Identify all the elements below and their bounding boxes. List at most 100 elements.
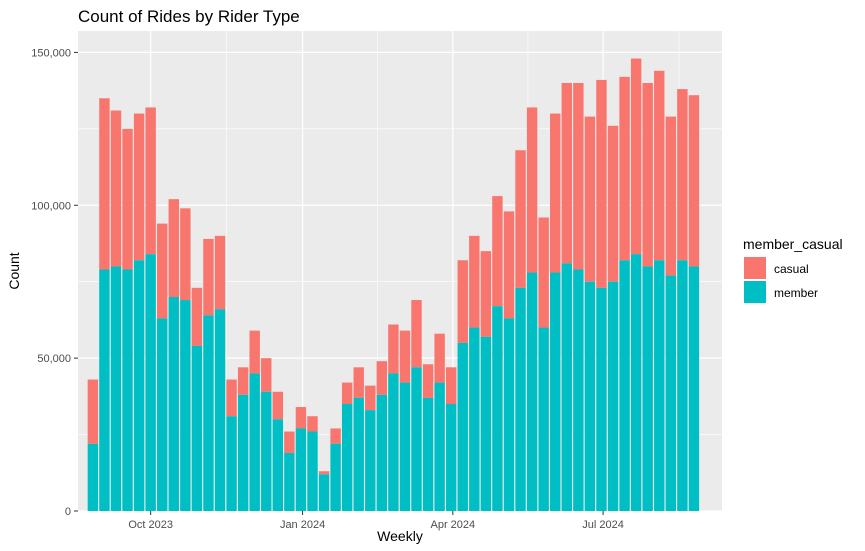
bar-member bbox=[330, 443, 341, 511]
y-tick-label: 50,000 bbox=[37, 353, 71, 365]
bar-member bbox=[145, 254, 156, 512]
bar-member bbox=[642, 266, 653, 511]
bar-casual bbox=[388, 324, 399, 374]
bar-casual bbox=[180, 208, 191, 301]
bar-casual bbox=[654, 70, 665, 261]
x-tick-label: Jul 2024 bbox=[582, 519, 624, 531]
bar-member bbox=[399, 382, 411, 511]
bar-casual bbox=[330, 428, 341, 444]
bar-casual bbox=[376, 361, 388, 395]
bar-member bbox=[607, 281, 619, 511]
bar-casual bbox=[110, 110, 122, 267]
bar-member bbox=[434, 382, 445, 511]
bar-casual bbox=[503, 211, 515, 319]
bar-member bbox=[584, 281, 596, 511]
bar-casual bbox=[434, 333, 445, 383]
bar-casual bbox=[87, 379, 99, 444]
bar-member bbox=[688, 266, 700, 511]
bar-casual bbox=[584, 116, 596, 282]
bar-casual bbox=[341, 382, 353, 404]
bar-casual bbox=[214, 235, 226, 310]
bar-member bbox=[261, 391, 272, 511]
bar-casual bbox=[526, 107, 538, 273]
y-tick-label: 100,000 bbox=[31, 200, 71, 212]
bar-member bbox=[168, 296, 179, 511]
bar-casual bbox=[515, 150, 526, 288]
bar-casual bbox=[237, 367, 249, 395]
bar-member bbox=[110, 266, 122, 511]
bar-casual bbox=[445, 367, 457, 404]
bar-member bbox=[480, 336, 492, 511]
bar-casual bbox=[249, 330, 260, 374]
legend-key-casual bbox=[744, 257, 766, 279]
y-tick-label: 150,000 bbox=[31, 47, 71, 59]
y-axis: 0 50,000 100,000 150,000 bbox=[31, 47, 78, 518]
bar-casual bbox=[307, 416, 318, 432]
bar-casual bbox=[191, 287, 203, 346]
bar-member bbox=[596, 287, 607, 511]
bar-member bbox=[99, 269, 110, 511]
bar-casual bbox=[538, 217, 549, 328]
legend-label-member: member bbox=[774, 286, 818, 300]
bar-casual bbox=[596, 79, 607, 288]
y-tick-label: 0 bbox=[65, 506, 71, 518]
bar-member bbox=[226, 416, 237, 511]
bar-casual bbox=[665, 116, 677, 276]
bar-member bbox=[284, 452, 295, 511]
bar-casual bbox=[619, 76, 630, 261]
bar-casual bbox=[573, 82, 584, 270]
bar-member bbox=[503, 318, 515, 511]
bar-casual bbox=[480, 251, 492, 337]
bar-member bbox=[561, 263, 572, 511]
bars bbox=[87, 58, 700, 512]
bar-casual bbox=[226, 379, 237, 417]
bar-casual bbox=[99, 98, 110, 270]
bar-member bbox=[365, 410, 376, 511]
bar-member bbox=[272, 419, 284, 511]
bar-member bbox=[492, 306, 503, 511]
x-tick-label: Oct 2023 bbox=[128, 519, 173, 531]
bar-member bbox=[469, 327, 480, 511]
bar-member bbox=[133, 260, 145, 511]
bar-casual bbox=[422, 364, 434, 398]
bar-casual bbox=[157, 223, 168, 319]
bar-member bbox=[630, 254, 642, 512]
bar-casual bbox=[284, 431, 295, 453]
bar-member bbox=[353, 397, 364, 511]
y-axis-title: Count bbox=[6, 252, 22, 289]
bar-member bbox=[526, 272, 538, 511]
bar-casual bbox=[295, 407, 307, 429]
bar-casual bbox=[399, 330, 411, 383]
bar-casual bbox=[677, 89, 688, 261]
bar-casual bbox=[203, 238, 214, 316]
legend: member_casual casual member bbox=[743, 236, 843, 303]
bar-casual bbox=[261, 358, 272, 392]
bar-casual bbox=[688, 95, 700, 267]
bar-casual bbox=[642, 82, 653, 267]
bar-casual bbox=[318, 471, 330, 475]
bar-member bbox=[677, 260, 688, 511]
bar-casual bbox=[469, 235, 480, 328]
x-axis-title: Weekly bbox=[377, 528, 423, 544]
bar-casual bbox=[168, 199, 179, 297]
bar-member bbox=[422, 397, 434, 511]
bar-member bbox=[180, 300, 191, 511]
bar-member bbox=[411, 367, 422, 511]
bar-member bbox=[157, 318, 168, 511]
bar-member bbox=[550, 272, 561, 511]
bar-member bbox=[619, 260, 630, 511]
bar-casual bbox=[457, 260, 468, 343]
bar-member bbox=[191, 345, 203, 511]
bar-member bbox=[665, 275, 677, 511]
bar-member bbox=[249, 373, 260, 511]
bar-member bbox=[573, 269, 584, 511]
bar-member bbox=[295, 428, 307, 511]
bar-casual bbox=[550, 113, 561, 273]
bar-member bbox=[307, 431, 318, 511]
legend-label-casual: casual bbox=[774, 262, 809, 276]
bar-member bbox=[237, 394, 249, 511]
bar-casual bbox=[122, 128, 133, 270]
bar-casual bbox=[145, 107, 156, 255]
bar-casual bbox=[133, 113, 145, 261]
